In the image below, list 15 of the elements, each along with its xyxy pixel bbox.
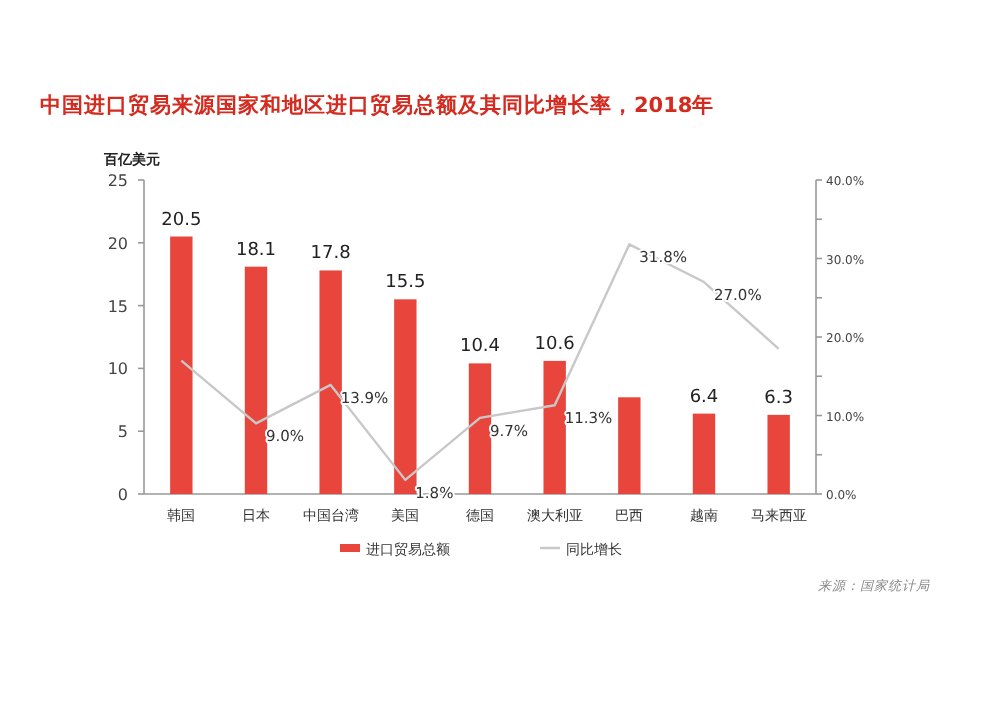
data-label: 6.3 <box>764 388 793 409</box>
y-tick-label: 0 <box>117 486 128 504</box>
y-tick-label: 15 <box>107 297 128 316</box>
data-label: 10.6 <box>534 334 576 355</box>
y-tick-label: 5 <box>117 423 128 442</box>
y-tick-label: 20 <box>107 234 128 253</box>
data-label: 10.4 <box>459 337 501 358</box>
y-tick-label: 25 <box>107 172 128 190</box>
data-label: 17.8 <box>310 244 352 265</box>
y-tick-label: 10 <box>107 360 128 379</box>
data-label: 15.5 <box>385 273 426 294</box>
data-label: 18.1 <box>235 240 277 261</box>
data-label: 6.4 <box>689 387 719 408</box>
data-label: 20.5 <box>161 210 202 231</box>
title: 中国进口贸易来源国家和地区进口贸易总额及其同比增长率，2018年 <box>40 94 715 118</box>
